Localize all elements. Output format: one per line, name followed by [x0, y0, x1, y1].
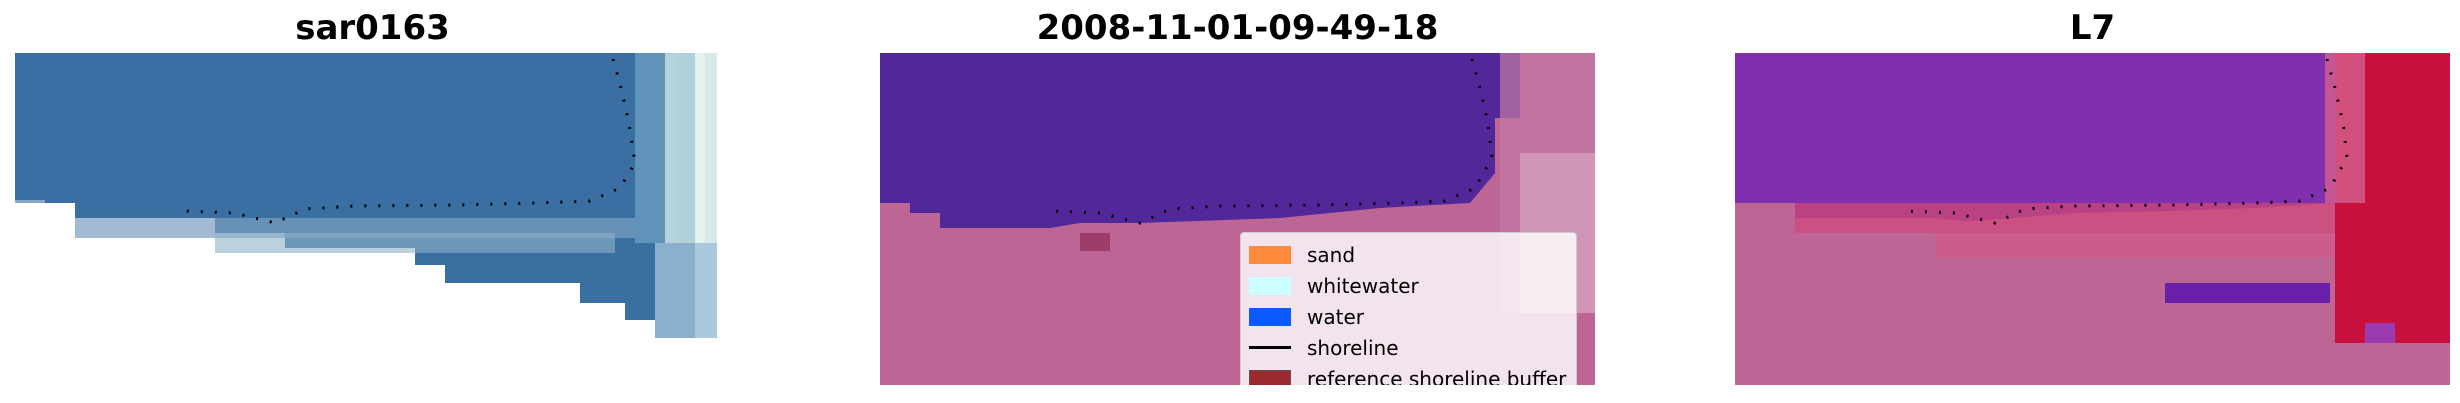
- legend-item: water: [1249, 301, 1566, 332]
- legend-swatch-buffer: [1249, 369, 1291, 385]
- index-image-svg: [1735, 53, 2450, 385]
- shoreline-class: [1049, 58, 1494, 225]
- legend-item: whitewater: [1249, 270, 1566, 301]
- legend-item: reference shoreline buffer: [1249, 363, 1566, 385]
- legend-label: sand: [1307, 242, 1356, 267]
- legend: sand whitewater water shoreline referenc…: [1240, 232, 1578, 385]
- legend-swatch-shoreline: [1249, 346, 1291, 349]
- legend-swatch-water: [1249, 307, 1291, 326]
- legend-item: shoreline: [1249, 332, 1566, 363]
- rgb-image: [15, 53, 717, 385]
- rgb-image-svg: [15, 53, 717, 385]
- panel-title-1: sar0163: [295, 8, 450, 48]
- legend-swatch-whitewater: [1249, 276, 1291, 295]
- shoreline-index: [1904, 58, 2349, 225]
- panel-title-3: L7: [2069, 8, 2116, 48]
- legend-label: water: [1307, 304, 1364, 329]
- legend-swatch-sand: [1249, 245, 1291, 264]
- class-water-region: [880, 53, 1520, 228]
- classification-image: sand whitewater water shoreline referenc…: [880, 53, 1595, 385]
- legend-label: whitewater: [1307, 273, 1419, 298]
- legend-item: sand: [1249, 239, 1566, 270]
- legend-label: shoreline: [1307, 335, 1399, 360]
- panel-title-2: 2008-11-01-09-49-18: [1036, 8, 1439, 48]
- legend-label: reference shoreline buffer: [1307, 366, 1567, 386]
- index-image: [1735, 53, 2450, 385]
